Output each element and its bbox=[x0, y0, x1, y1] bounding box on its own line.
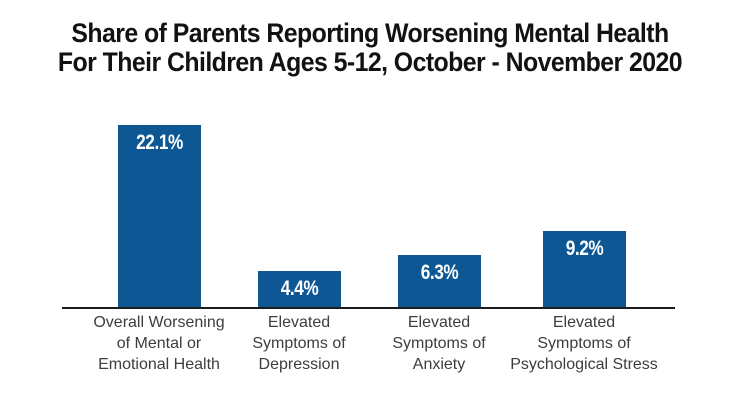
category-label-line: of Mental or bbox=[116, 335, 202, 352]
category-label-line: Symptoms of bbox=[537, 335, 631, 352]
chart-title: Share of Parents Reporting Worsening Men… bbox=[0, 19, 740, 77]
bar-2: 4.4% bbox=[257, 271, 341, 307]
bar-value-label: 9.2% bbox=[565, 237, 603, 260]
category-label-line: Psychological Stress bbox=[510, 356, 658, 373]
category-label-line: Depression bbox=[258, 356, 340, 373]
chart-title-line2: For Their Children Ages 5-12, October - … bbox=[57, 47, 683, 77]
chart-title-line1: Share of Parents Reporting Worsening Men… bbox=[71, 18, 669, 48]
bar-value-label: 6.3% bbox=[420, 261, 458, 284]
bar-4: 9.2% bbox=[542, 231, 626, 307]
category-label-4: Elevated Symptoms of Psychological Stress bbox=[484, 312, 684, 375]
category-label-line: Emotional Health bbox=[98, 356, 220, 373]
category-label-line: Elevated bbox=[407, 314, 471, 331]
category-label-line: Anxiety bbox=[412, 356, 466, 373]
bar-value-label: 22.1% bbox=[135, 131, 183, 154]
category-label-1: Overall Worsening of Mental or Emotional H… bbox=[59, 312, 259, 375]
category-label-2: Elevated Symptoms of Depression bbox=[199, 312, 399, 375]
bar-value-label: 4.4% bbox=[280, 277, 318, 300]
category-label-line: Elevated bbox=[267, 314, 331, 331]
bar-1: 22.1% bbox=[117, 125, 201, 307]
category-label-line: Symptoms of bbox=[392, 335, 486, 352]
category-label-3: Elevated Symptoms of Anxiety bbox=[339, 312, 539, 375]
category-label-line: Elevated bbox=[552, 314, 616, 331]
category-label-line: Overall Worsening bbox=[93, 314, 225, 331]
x-axis-line bbox=[62, 307, 675, 309]
bar-3: 6.3% bbox=[397, 255, 481, 307]
category-label-line: Symptoms of bbox=[252, 335, 346, 352]
